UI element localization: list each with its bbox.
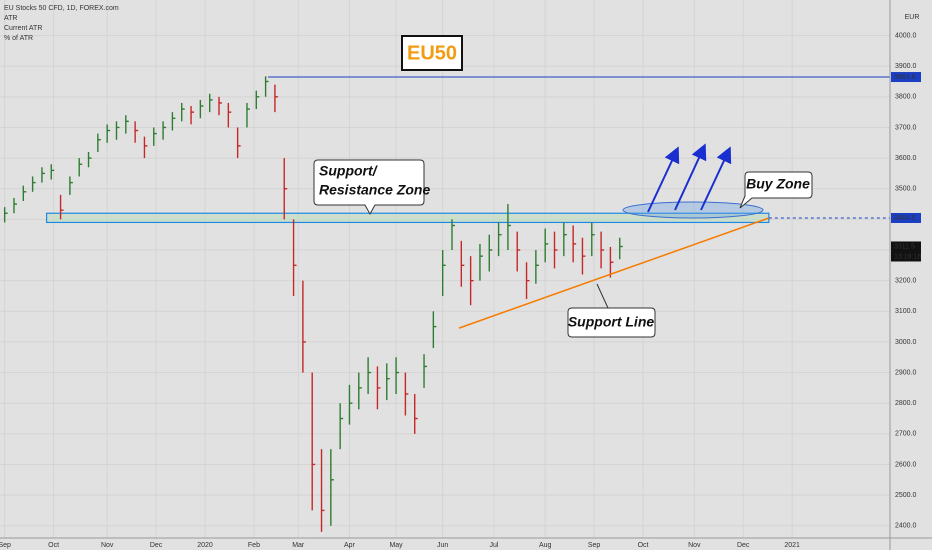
y-tick-label: 3100.0 (895, 308, 917, 315)
x-tick-label: 2020 (197, 542, 213, 549)
callout-box (313, 159, 425, 216)
price-label-box (891, 212, 921, 223)
buy-zone-ellipse (622, 201, 764, 219)
chart-title: EU Stocks 50 CFD, 1D, FOREX.com (4, 5, 119, 12)
callout-box (567, 307, 656, 338)
x-tick-label: Sep (0, 542, 11, 549)
y-tick-label: 4000.0 (895, 32, 917, 39)
countdown-box (891, 251, 921, 262)
plot (3, 76, 890, 532)
x-tick-label: May (389, 542, 403, 549)
x-tick-label: Nov (688, 542, 701, 549)
price-label: 3864.6 (894, 74, 916, 81)
x-tick-label: Dec (737, 542, 750, 549)
badge-box (401, 35, 463, 71)
x-tick-label: Aug (539, 542, 552, 549)
y-tick-label: 2500.0 (895, 492, 917, 499)
x-tick-label: Jun (437, 542, 448, 549)
y-tick-label: 3000.0 (895, 339, 917, 346)
x-tick-label: Feb (248, 542, 260, 549)
countdown: 13:18:18 (894, 253, 921, 260)
callout-text: Buy Zone (746, 176, 810, 192)
indicator: % of ATR (4, 35, 33, 42)
y-tick-label: 3600.0 (895, 155, 917, 162)
callout-text: Resistance Zone (319, 182, 430, 198)
arrow (700, 146, 732, 211)
arrow (674, 143, 707, 211)
price-label-box (891, 241, 921, 252)
y-tick-label: 2900.0 (895, 369, 917, 376)
x-tick-label: Mar (292, 542, 305, 549)
y-tick-label: 2800.0 (895, 400, 917, 407)
y-tick-label: 3500.0 (895, 186, 917, 193)
axis: 2400.0 2500.0 2600.0 2700.0 2800.0 2900.0 3000… (0, 32, 921, 548)
callout-text: Support/ (319, 163, 379, 179)
x-tick-label: Jul (489, 542, 498, 549)
callout-box (739, 171, 813, 209)
x-tick-label: Dec (150, 542, 163, 549)
y-tick-label: 3700.0 (895, 124, 917, 131)
y-tick-label: 2600.0 (895, 461, 917, 468)
arrow (647, 146, 680, 213)
x-tick-label: Oct (638, 542, 649, 549)
callout-text: Support Line (568, 314, 655, 330)
currency: EUR (905, 14, 920, 21)
indicator: ATR (4, 15, 17, 22)
x-tick-label: 2021 (784, 542, 800, 549)
y-tick-label: 2700.0 (895, 431, 917, 438)
indicator: Current ATR (4, 25, 42, 32)
x-tick-label: Nov (101, 542, 114, 549)
callout-pointer (596, 283, 609, 309)
badge: EU50 (407, 42, 457, 64)
x-tick-label: Sep (588, 542, 601, 549)
support-line (458, 217, 770, 329)
price-label-box (891, 72, 921, 83)
y-tick-label: 3800.0 (895, 94, 917, 101)
x-tick-label: Apr (344, 542, 356, 549)
x-tick-label: Oct (48, 542, 59, 549)
price-label: 3404.5 (894, 215, 916, 222)
y-tick-label: 3900.0 (895, 63, 917, 70)
price-label: 3311.5 (894, 243, 915, 250)
y-tick-label: 2400.0 (895, 523, 917, 530)
y-tick-label: 3200.0 (895, 277, 917, 284)
